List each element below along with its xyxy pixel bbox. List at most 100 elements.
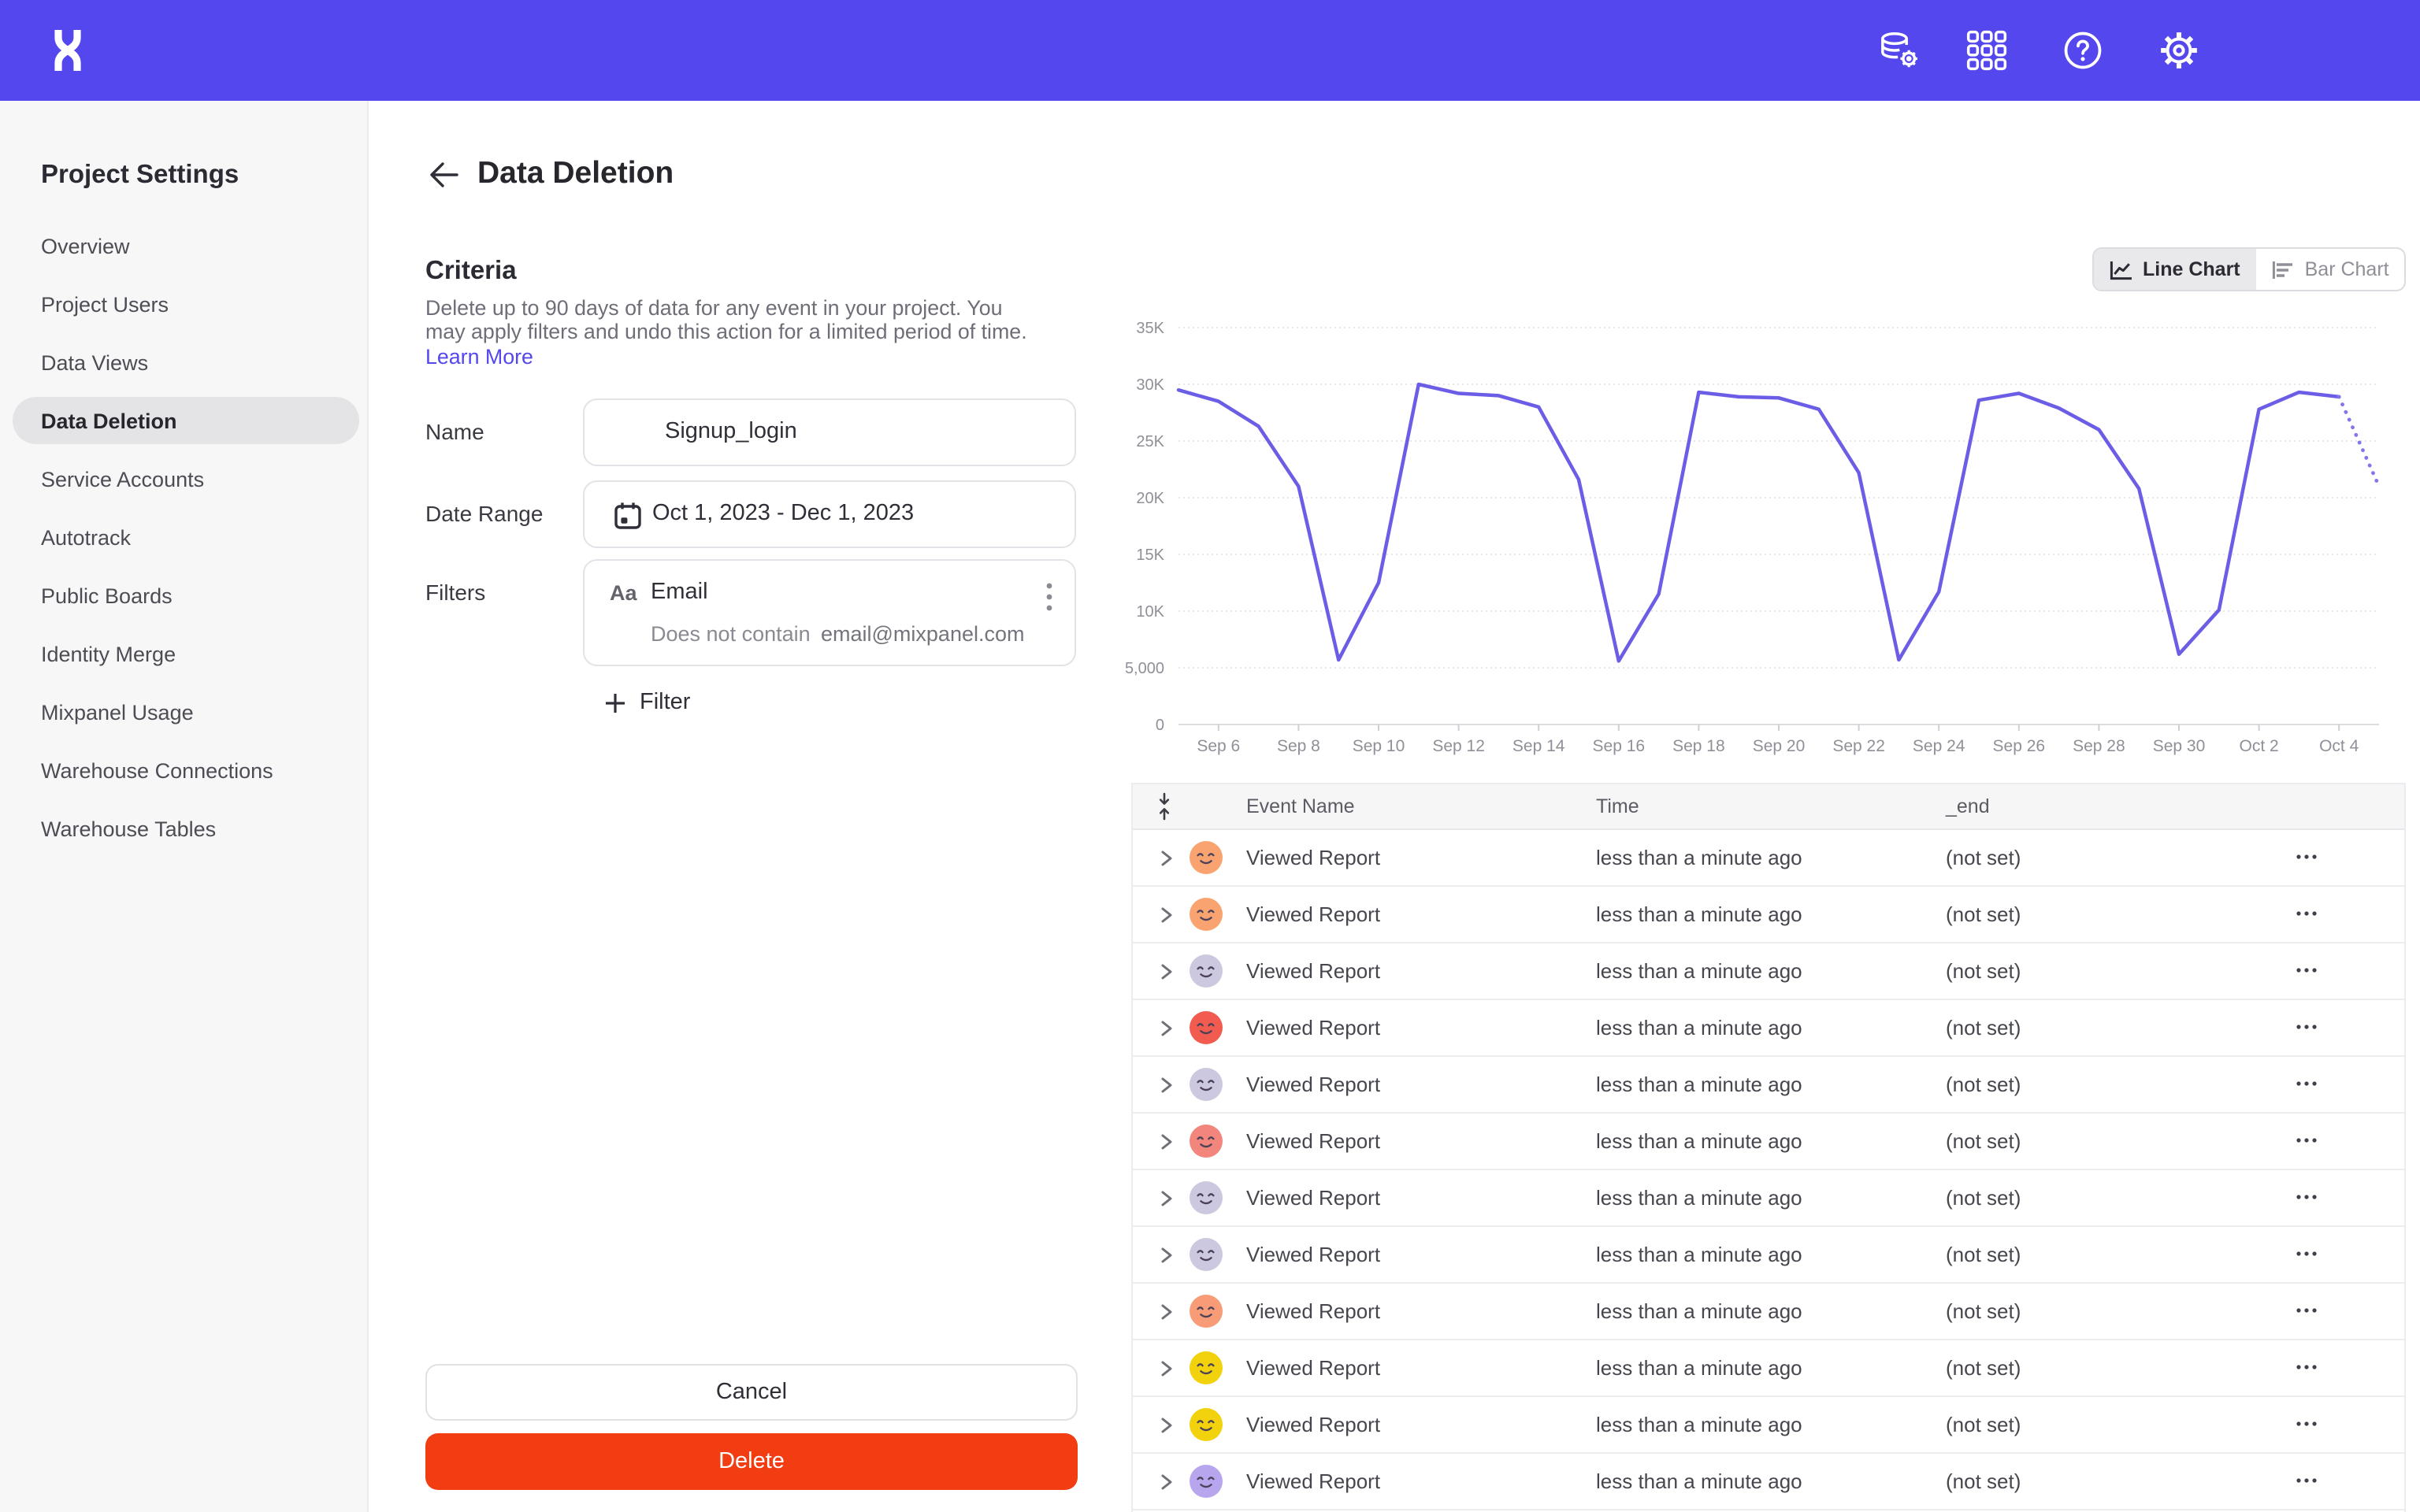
- row-expander-icon[interactable]: [1161, 907, 1172, 923]
- row-actions-icon[interactable]: [2296, 910, 2318, 917]
- row-expander-icon[interactable]: [1161, 1191, 1172, 1206]
- sort-vertical-icon[interactable]: [1155, 792, 1174, 821]
- cancel-button[interactable]: Cancel: [425, 1364, 1078, 1421]
- cell-end: (not set): [1946, 1469, 2021, 1493]
- user-avatar: [1190, 1408, 1223, 1441]
- cell-event-name[interactable]: Viewed Report: [1246, 1356, 1381, 1380]
- sidebar-item-label: Data Deletion: [41, 410, 177, 433]
- date-range-input[interactable]: Oct 1, 2023 - Dec 1, 2023: [583, 480, 1076, 548]
- sidebar-item-data-views[interactable]: Data Views: [0, 334, 369, 392]
- sidebar-item-data-deletion[interactable]: Data Deletion: [0, 392, 369, 450]
- x-axis-tick-label: Sep 14: [1512, 737, 1565, 755]
- table-row: Viewed Report less than a minute ago (not …: [1133, 1227, 2404, 1284]
- column-header-time[interactable]: Time: [1596, 795, 1639, 817]
- filter-row[interactable]: Aa Email Does not contain email@mixpanel…: [583, 559, 1076, 666]
- row-expander-icon[interactable]: [1161, 1418, 1172, 1433]
- sidebar-item-public-boards[interactable]: Public Boards: [0, 567, 369, 625]
- user-avatar: [1190, 1068, 1223, 1101]
- criteria-description: Delete up to 90 days of data for any eve…: [425, 296, 1030, 369]
- sidebar-item-mixpanel-usage[interactable]: Mixpanel Usage: [0, 684, 369, 742]
- cell-time: less than a minute ago: [1596, 1299, 1802, 1323]
- sidebar-item-service-accounts[interactable]: Service Accounts: [0, 450, 369, 509]
- row-actions-icon[interactable]: [2296, 854, 2318, 860]
- table-row: Viewed Report less than a minute ago (not …: [1133, 1170, 2404, 1227]
- cell-event-name[interactable]: Viewed Report: [1246, 1243, 1381, 1266]
- row-actions-icon[interactable]: [2296, 1251, 2318, 1257]
- bar-chart-tab-label: Bar Chart: [2304, 258, 2389, 280]
- data-management-icon[interactable]: [1878, 28, 1922, 72]
- sidebar-item-warehouse-connections[interactable]: Warehouse Connections: [0, 742, 369, 800]
- row-actions-icon[interactable]: [2296, 1421, 2318, 1427]
- y-axis-tick-label: 15K: [1136, 547, 1164, 564]
- row-expander-icon[interactable]: [1161, 1247, 1172, 1263]
- cell-event-name[interactable]: Viewed Report: [1246, 1016, 1381, 1040]
- row-actions-icon[interactable]: [2296, 1194, 2318, 1200]
- row-expander-icon[interactable]: [1161, 1021, 1172, 1036]
- cell-event-name[interactable]: Viewed Report: [1246, 1413, 1381, 1436]
- y-axis-tick-label: 35K: [1136, 320, 1164, 337]
- row-actions-icon[interactable]: [2296, 1307, 2318, 1314]
- cell-event-name[interactable]: Viewed Report: [1246, 1469, 1381, 1493]
- cell-time: less than a minute ago: [1596, 1073, 1802, 1096]
- row-actions-icon[interactable]: [2296, 1024, 2318, 1030]
- table-row: Viewed Report less than a minute ago (not …: [1133, 830, 2404, 887]
- cell-event-name[interactable]: Viewed Report: [1246, 1073, 1381, 1096]
- row-expander-icon[interactable]: [1161, 1361, 1172, 1377]
- sidebar-item-autotrack[interactable]: Autotrack: [0, 509, 369, 567]
- row-actions-icon[interactable]: [2296, 1137, 2318, 1143]
- row-actions-icon[interactable]: [2296, 967, 2318, 973]
- x-axis-tick-label: Sep 8: [1277, 737, 1320, 755]
- back-arrow-icon[interactable]: [429, 161, 460, 189]
- bar-chart-tab[interactable]: Bar Chart: [2256, 249, 2405, 290]
- x-axis-tick-label: Oct 2: [2240, 737, 2279, 755]
- line-chart-tab-label: Line Chart: [2143, 258, 2240, 280]
- x-axis-tick-label: Sep 30: [2153, 737, 2206, 755]
- name-input[interactable]: Signup_login: [583, 398, 1076, 466]
- sidebar-item-label: Data Views: [41, 351, 149, 375]
- apps-grid-icon[interactable]: [1965, 28, 2009, 72]
- row-actions-icon[interactable]: [2296, 1364, 2318, 1370]
- cell-event-name[interactable]: Viewed Report: [1246, 1129, 1381, 1153]
- row-expander-icon[interactable]: [1161, 1134, 1172, 1150]
- row-actions-icon[interactable]: [2296, 1477, 2318, 1484]
- column-header-event-name[interactable]: Event Name: [1246, 795, 1355, 817]
- y-axis-tick-label: 30K: [1136, 376, 1164, 394]
- help-icon[interactable]: [2061, 28, 2105, 72]
- x-axis-tick-label: Sep 20: [1753, 737, 1806, 755]
- column-header-end[interactable]: _end: [1946, 795, 1990, 817]
- row-expander-icon[interactable]: [1161, 1474, 1172, 1490]
- add-filter-button[interactable]: Filter: [605, 690, 690, 715]
- row-expander-icon[interactable]: [1161, 1304, 1172, 1320]
- user-avatar: [1190, 1465, 1223, 1498]
- sidebar-item-label: Mixpanel Usage: [41, 701, 194, 724]
- row-expander-icon[interactable]: [1161, 964, 1172, 980]
- cell-event-name[interactable]: Viewed Report: [1246, 1299, 1381, 1323]
- cell-event-name[interactable]: Viewed Report: [1246, 846, 1381, 869]
- row-expander-icon[interactable]: [1161, 1077, 1172, 1093]
- mixpanel-logo-icon[interactable]: [43, 24, 93, 77]
- table-row: Viewed Report less than a minute ago (not …: [1133, 1057, 2404, 1114]
- x-axis-tick-label: Sep 28: [2073, 737, 2125, 755]
- sidebar-item-label: Service Accounts: [41, 468, 205, 491]
- row-actions-icon[interactable]: [2296, 1080, 2318, 1087]
- learn-more-link[interactable]: Learn More: [425, 344, 533, 369]
- line-chart-tab[interactable]: Line Chart: [2094, 249, 2256, 290]
- table-row: Viewed Report less than a minute ago (not …: [1133, 1397, 2404, 1454]
- cell-event-name[interactable]: Viewed Report: [1246, 959, 1381, 983]
- cell-time: less than a minute ago: [1596, 846, 1802, 869]
- cell-event-name[interactable]: Viewed Report: [1246, 1186, 1381, 1210]
- y-axis-tick-label: 10K: [1136, 603, 1164, 621]
- cell-end: (not set): [1946, 1356, 2021, 1380]
- delete-button[interactable]: Delete: [425, 1433, 1078, 1490]
- sidebar-item-overview[interactable]: Overview: [0, 217, 369, 276]
- sidebar-item-label: Autotrack: [41, 526, 132, 550]
- add-filter-label: Filter: [640, 690, 691, 715]
- x-axis-tick-label: Sep 10: [1353, 737, 1405, 755]
- sidebar-item-warehouse-tables[interactable]: Warehouse Tables: [0, 800, 369, 858]
- sidebar-item-project-users[interactable]: Project Users: [0, 276, 369, 334]
- sidebar-item-identity-merge[interactable]: Identity Merge: [0, 625, 369, 684]
- cell-event-name[interactable]: Viewed Report: [1246, 902, 1381, 926]
- row-expander-icon[interactable]: [1161, 850, 1172, 866]
- settings-icon[interactable]: [2157, 28, 2201, 72]
- filter-menu-icon[interactable]: [1046, 583, 1052, 611]
